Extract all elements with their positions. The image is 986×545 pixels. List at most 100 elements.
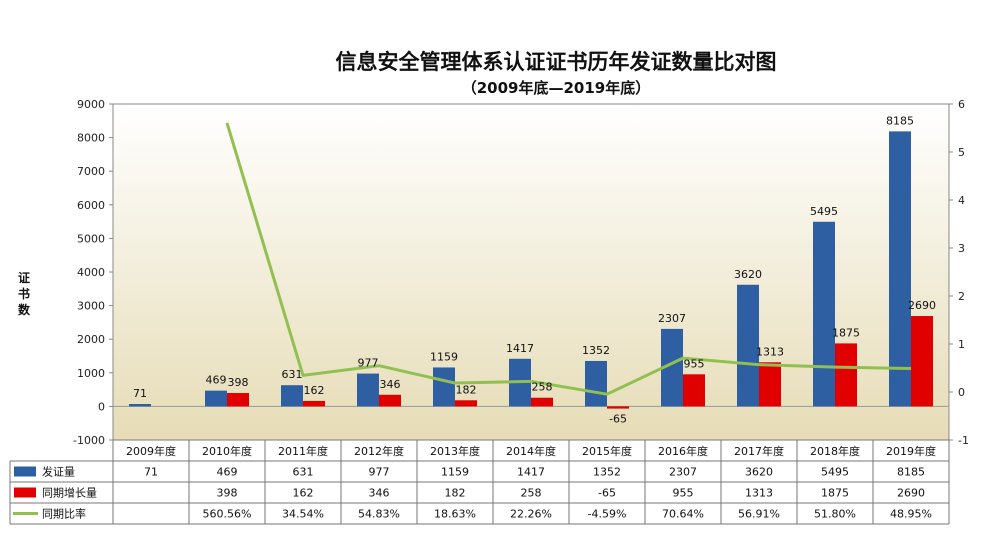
data-labels: 71 469 631 977 1159 1417 1352 2307 3620 5495 8185 3…	[133, 114, 936, 425]
table-cell: 2307	[669, 466, 697, 479]
bar-growth-label: 1313	[756, 345, 784, 358]
table-cell: 48.95%	[890, 508, 932, 521]
chart-title: 信息安全管理体系认证证书历年发证数量比对图	[336, 50, 777, 74]
y-axis-label: 证书数	[18, 271, 31, 317]
bar-issued-label: 631	[282, 368, 303, 381]
table-cell: 1417	[517, 466, 545, 479]
y-tick-label: 5000	[77, 232, 105, 245]
bar-growth	[835, 343, 857, 407]
bar-growth-label: 182	[456, 383, 477, 396]
table-cell: 346	[369, 487, 390, 500]
bar-growth-label: 258	[532, 381, 553, 394]
bar-series	[129, 131, 933, 409]
bar-issued-label: 5495	[810, 205, 838, 218]
legend-swatch	[14, 466, 36, 477]
y2-tick-label: 2	[958, 290, 965, 303]
y-tick-label: -1000	[73, 434, 105, 447]
bar-issued	[281, 385, 303, 407]
bar-growth	[303, 400, 325, 407]
table-cell: 162	[293, 487, 314, 500]
x-category-label: 2015年度	[582, 444, 632, 458]
x-category-label: 2010年度	[202, 444, 252, 458]
bar-growth	[455, 400, 477, 407]
table-cell: 56.91%	[738, 508, 780, 521]
table-cell: 22.26%	[510, 508, 552, 521]
bar-growth-label: 2690	[908, 299, 936, 312]
bar-growth	[531, 397, 553, 407]
table-cell: 258	[521, 487, 542, 500]
table-cell: 1352	[593, 466, 621, 479]
x-category-label: 2014年度	[506, 444, 556, 458]
bar-growth-label: 1875	[832, 326, 860, 339]
ratio-line	[225, 122, 912, 396]
table-cell: 51.80%	[814, 508, 856, 521]
y-tick-label: 4000	[77, 266, 105, 279]
table-cell: 560.56%	[203, 508, 252, 521]
data-table: 2009年度 2010年度 2011年度 2012年度 2013年度 2014年度 2015…	[9, 439, 950, 525]
bar-issued-label: 1159	[430, 350, 458, 363]
table-cell: 2690	[897, 487, 925, 500]
ratio-line-series	[225, 122, 912, 396]
x-category-label: 2012年度	[354, 444, 404, 458]
table-cell: 631	[293, 466, 314, 479]
legend-label: 同期比率	[42, 507, 86, 521]
bar-growth-label: 955	[684, 357, 705, 370]
bar-issued-label: 1352	[582, 344, 610, 357]
bar-growth-label: -65	[609, 413, 627, 426]
legend-label: 同期增长量	[42, 486, 97, 500]
x-category-label: 2018年度	[810, 444, 860, 458]
y2-tick-label: 5	[958, 146, 965, 159]
bar-issued-label: 71	[133, 387, 147, 400]
x-category-label: 2016年度	[658, 444, 708, 458]
bar-issued-label: 977	[358, 357, 379, 370]
primary-y-axis: -1000 0 1000 2000 3000 4000 5000 6000 7000 8000 90…	[73, 98, 113, 447]
bar-issued	[585, 360, 607, 407]
y-tick-label: 8000	[77, 132, 105, 145]
table-cell: 1313	[745, 487, 773, 500]
y2-tick-label: 0	[958, 386, 965, 399]
table-cell: 1875	[821, 487, 849, 500]
table-cell: 54.83%	[358, 508, 400, 521]
y2-tick-label: 6	[958, 98, 965, 111]
table-cell: 398	[217, 487, 238, 500]
bar-growth	[683, 374, 705, 407]
table-cell: 3620	[745, 466, 773, 479]
secondary-y-axis: -1 0 1 2 3 4 5 6	[949, 98, 969, 447]
table-cell: 469	[217, 466, 238, 479]
x-category-label: 2011年度	[278, 444, 328, 458]
y2-tick-label: 3	[958, 242, 965, 255]
legend-swatch	[14, 487, 36, 498]
y-tick-label: 6000	[77, 199, 105, 212]
bar-issued-label: 2307	[658, 312, 686, 325]
table-cell: 977	[369, 466, 390, 479]
table-cell: 34.54%	[282, 508, 324, 521]
bar-issued	[813, 221, 835, 407]
bar-issued-label: 3620	[734, 268, 762, 281]
y-tick-label: 3000	[77, 300, 105, 313]
bar-growth-label: 346	[380, 378, 401, 391]
legend-label: 发证量	[42, 465, 75, 479]
bar-issued	[433, 367, 455, 407]
y-tick-label: 9000	[77, 98, 105, 111]
bar-issued-label: 8185	[886, 114, 914, 127]
x-category-label: 2009年度	[126, 444, 176, 458]
bar-growth	[911, 316, 933, 407]
bar-issued	[129, 404, 151, 407]
table-cell: 955	[673, 487, 694, 500]
bar-issued-label: 469	[206, 374, 227, 387]
bar-growth-label: 162	[304, 384, 325, 397]
x-category-label: 2019年度	[886, 444, 936, 458]
x-category-label: 2017年度	[734, 444, 784, 458]
chart-subtitle: （2009年底—2019年底）	[462, 79, 651, 97]
bar-growth	[379, 394, 401, 407]
bar-issued-label: 1417	[506, 342, 534, 355]
table-cell: 8185	[897, 466, 925, 479]
y-tick-label: 0	[98, 400, 105, 413]
bar-growth	[607, 406, 629, 409]
table-cell: -65	[598, 487, 616, 500]
bar-issued	[357, 373, 379, 407]
y2-tick-label: -1	[958, 434, 969, 447]
bar-growth-label: 398	[228, 376, 249, 389]
bar-issued	[661, 328, 683, 407]
